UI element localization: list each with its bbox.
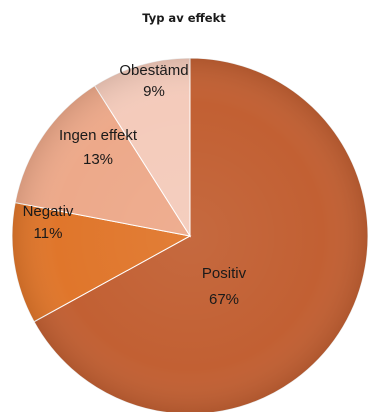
slice-category-label: Negativ	[23, 203, 74, 220]
slice-category-label: Ingen effekt	[59, 127, 138, 144]
slice-percent-label: 9%	[143, 83, 165, 100]
slice-percent-label: 11%	[34, 225, 63, 242]
slice-percent-label: 67%	[209, 291, 239, 308]
slice-category-label: Positiv	[202, 265, 247, 282]
chart-title: Typ av effekt	[142, 11, 226, 25]
slice-percent-label: 13%	[83, 151, 113, 168]
slice-category-label: Obestämd	[119, 62, 188, 79]
